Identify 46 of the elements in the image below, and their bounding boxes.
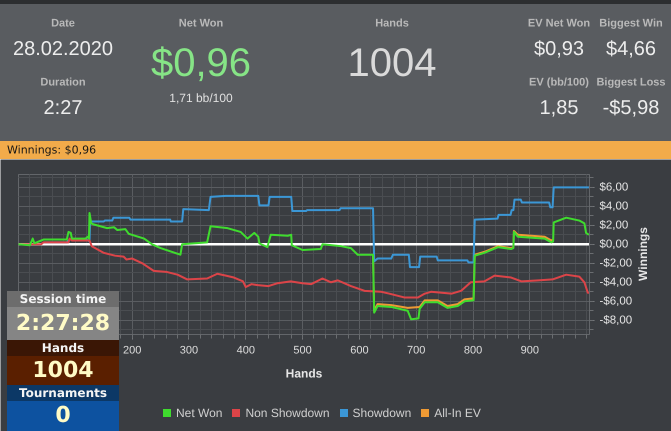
- text: Hands: [7, 340, 119, 356]
- x-axis-title: Hands: [286, 366, 323, 380]
- x-tick-label: 700: [407, 344, 426, 356]
- legend-label: Non Showdown: [245, 406, 330, 420]
- y-tick-label: $0,00: [600, 238, 628, 250]
- text: Net Won: [178, 18, 224, 30]
- x-tick-label: 500: [293, 344, 312, 356]
- text: Duration: [40, 76, 86, 88]
- x-tick-label: 400: [236, 344, 255, 356]
- text: 1004: [7, 356, 119, 385]
- text: EV (bb/100): [529, 76, 589, 88]
- text: 1,71 bb/100: [169, 91, 233, 105]
- text: 2:27: [44, 97, 82, 119]
- text: Hands: [375, 18, 409, 30]
- y-tick-label: $2,00: [600, 219, 628, 232]
- x-tick-label: 800: [464, 344, 482, 356]
- text: 1004: [348, 41, 436, 85]
- x-tick-label: 900: [520, 344, 540, 356]
- text: Date: [51, 18, 75, 30]
- y-tick-label: $6,00: [600, 181, 628, 194]
- text: $4,66: [606, 38, 656, 60]
- text: 1,85: [540, 97, 578, 119]
- y-axis-title: Winnings: [636, 227, 650, 281]
- chart-title: Winnings: $0,96: [7, 144, 96, 156]
- legend-label: Showdown: [352, 406, 412, 420]
- y-tick-label: -$8,00: [600, 314, 632, 326]
- x-tick-label: 200: [122, 344, 142, 356]
- x-tick-label: 300: [180, 344, 198, 356]
- text: EV Net Won: [528, 18, 590, 30]
- text: 28.02.2020: [12, 38, 114, 60]
- annotation: Session time: [7, 291, 119, 307]
- y-tick-label: -$2,00: [600, 257, 632, 270]
- text: $0,96: [150, 41, 252, 85]
- legend-label: Net Won: [176, 406, 222, 420]
- y-tick-label: $4,00: [600, 200, 628, 212]
- text: 0: [7, 401, 119, 431]
- y-tick-label: -$6,00: [600, 295, 632, 308]
- text: -$5,98: [602, 97, 660, 119]
- text: Biggest Loss: [596, 76, 666, 88]
- y-tick-label: -$4,00: [600, 276, 632, 288]
- x-tick-label: 600: [350, 344, 369, 356]
- text: Tournaments: [7, 385, 119, 401]
- annotation: 2:27:28: [7, 307, 119, 340]
- legend-label: All-In EV: [434, 406, 481, 420]
- text: Biggest Win: [599, 18, 663, 30]
- text: $0,93: [534, 38, 584, 60]
